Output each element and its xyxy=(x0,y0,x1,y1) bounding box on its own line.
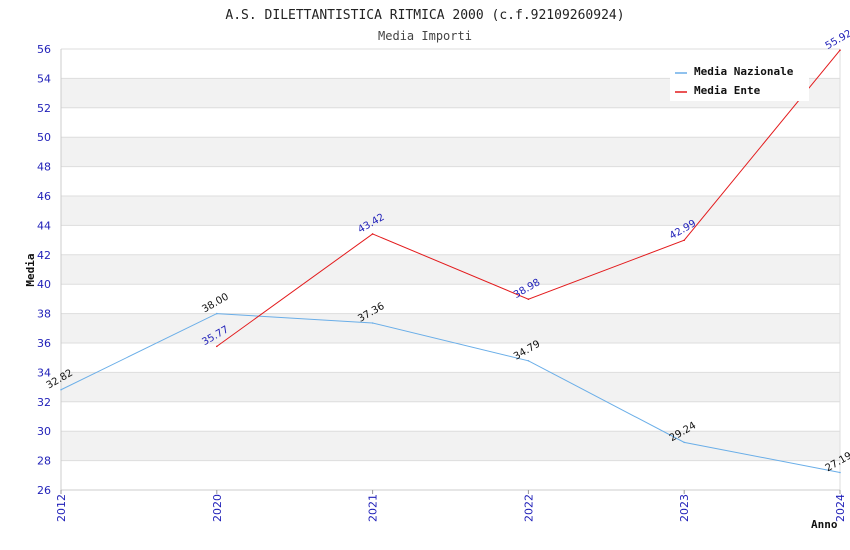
x-axis-label: Anno xyxy=(811,518,838,531)
chart-title: A.S. DILETTANTISTICA RITMICA 2000 (c.f.9… xyxy=(225,8,624,23)
y-tick-label: 34 xyxy=(37,366,51,379)
y-tick-label: 28 xyxy=(37,455,51,468)
data-point-media-ente xyxy=(839,49,841,51)
data-point-media-nazionale xyxy=(683,441,685,444)
data-point-media-nazionale xyxy=(839,471,841,474)
grid-band xyxy=(61,313,840,343)
data-point-media-ente xyxy=(527,298,530,300)
legend-label-media-nazionale: Media Nazionale xyxy=(694,65,794,78)
y-axis-ticks: 26 28 30 32 34 36 38 40 42 44 46 48 50 52 54 56 xyxy=(37,43,51,497)
y-tick-label: 26 xyxy=(37,484,51,497)
data-point-media-ente xyxy=(371,233,374,235)
series-line-media-nazionale xyxy=(60,313,841,473)
y-tick-label: 52 xyxy=(37,102,51,115)
y-tick-label: 42 xyxy=(37,249,51,262)
y-tick-label: 44 xyxy=(37,219,51,232)
x-tick-label-2012: 2012 xyxy=(55,494,68,522)
y-tick-label: 32 xyxy=(37,396,51,409)
y-tick-label: 56 xyxy=(37,43,51,56)
x-tick-label-2021: 2021 xyxy=(367,494,380,522)
x-tick-label-2022: 2022 xyxy=(522,494,535,522)
data-point-media-nazionale xyxy=(216,312,218,315)
data-point-media-nazionale xyxy=(60,388,62,391)
x-tick-label-2020: 2020 xyxy=(211,494,224,522)
legend-box xyxy=(670,61,809,101)
plot-background-bands xyxy=(61,49,840,490)
grid-band xyxy=(61,284,840,314)
grid-band xyxy=(61,196,840,226)
legend-label-media-ente: Media Ente xyxy=(694,84,761,97)
grid-band xyxy=(61,343,840,373)
y-tick-label: 48 xyxy=(37,161,51,174)
y-tick-label: 40 xyxy=(37,278,51,291)
grid-band xyxy=(61,401,840,432)
grid-band xyxy=(61,372,840,402)
y-tick-label: 54 xyxy=(37,72,51,85)
chart-subtitle: Media Importi xyxy=(378,29,472,43)
grid-band xyxy=(61,254,840,285)
y-tick-label: 36 xyxy=(37,337,51,350)
y-tick-label: 46 xyxy=(37,190,51,203)
data-point-media-ente xyxy=(216,345,218,348)
data-point-media-ente xyxy=(683,239,685,242)
y-tick-label: 30 xyxy=(37,425,51,438)
data-point-media-nazionale xyxy=(371,322,374,324)
grid-band xyxy=(61,107,840,138)
x-axis-ticks: 2012 2020 2021 2022 2023 2024 xyxy=(55,490,847,522)
grid-lines xyxy=(60,48,841,491)
grid-band xyxy=(61,137,840,167)
y-axis-label: Media xyxy=(24,253,37,286)
data-point-media-nazionale xyxy=(527,359,530,362)
grid-band xyxy=(61,225,840,255)
y-tick-label: 38 xyxy=(37,308,51,321)
grid-band xyxy=(61,431,840,461)
x-tick-label-2024: 2024 xyxy=(834,494,847,522)
grid-band xyxy=(61,166,840,196)
data-label-media-ente: 55.92 xyxy=(824,28,850,52)
y-tick-label: 50 xyxy=(37,131,51,144)
grid-band xyxy=(61,460,840,490)
x-tick-label-2023: 2023 xyxy=(678,494,691,522)
legend: Media Nazionale Media Ente xyxy=(670,61,809,101)
